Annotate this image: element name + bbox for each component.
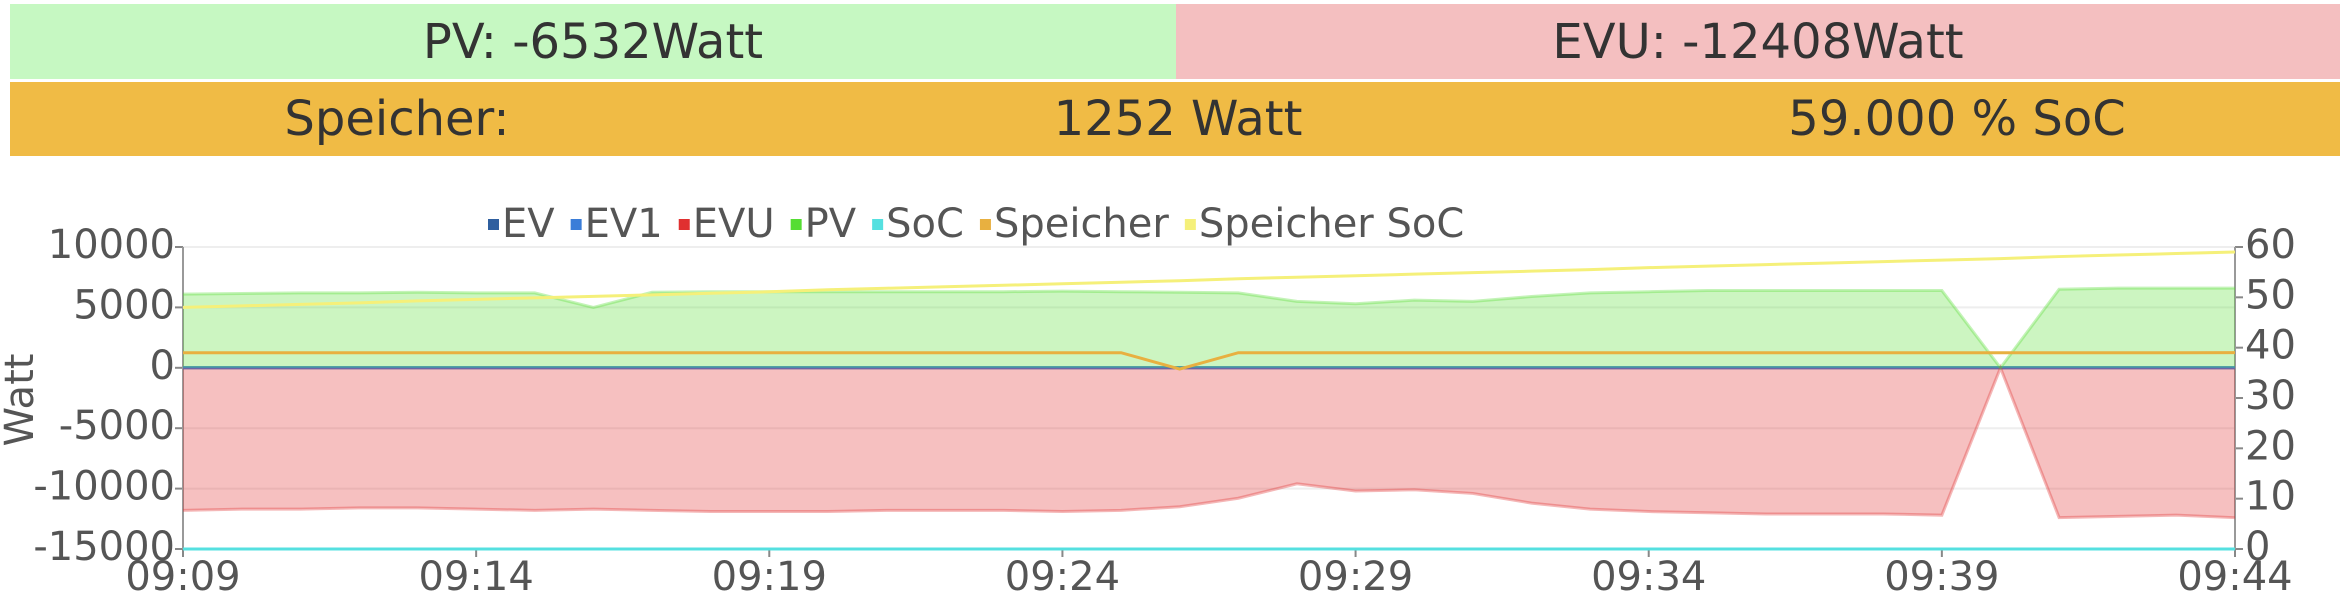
legend-label: Speicher SoC [1199,201,1464,247]
x-tick-label: 09:39 [1884,554,1999,600]
legend-label: EV1 [585,201,663,247]
series-line [183,351,2236,371]
legend-label: SoC [886,201,964,247]
legend-swatch [1184,219,1196,230]
y-tick-label: -10000 [33,464,175,510]
y2-tick-label: 0 [2245,524,2270,570]
series-line [182,250,2236,309]
legend-swatch [570,219,582,230]
y2-tick-label: 10 [2245,474,2296,520]
y2-tick-label: 20 [2245,423,2296,469]
legend-label: PV [805,201,857,247]
series-line [182,363,2236,520]
y-tick-label: -5000 [59,403,175,449]
area-fill [183,367,2235,518]
evu-text: EVU: -12408Watt [1552,13,1964,70]
storage-power: 1252 Watt [1053,91,1303,147]
y2-tick-label: 40 [2245,323,2296,369]
x-tick-label: 09:19 [712,554,827,600]
pv-box: PV: -6532Watt [10,4,1176,79]
x-tick-label: 09:14 [419,554,534,600]
y-tick-label: 0 [150,343,175,389]
legend-swatch [678,219,690,230]
x-tick-label: 09:44 [2177,554,2292,600]
storage-box: Speicher: 1252 Watt 59.000 % SoC [10,82,2340,156]
y2-tick-label: 50 [2245,272,2296,318]
legend-swatch [790,219,802,230]
y-tick-label: 5000 [73,282,175,328]
x-tick-label: 09:34 [1591,554,1706,600]
legend-label: EVU [693,201,775,247]
area-fill [183,288,2235,368]
legend-label: EV [502,201,555,247]
x-tick-label: 09:09 [125,554,240,600]
x-tick-label: 09:29 [1298,554,1413,600]
y-tick-label: -15000 [33,524,175,570]
legend-swatch [488,219,499,230]
y-tick-label: 10000 [48,222,175,268]
pv-text: PV: -6532Watt [422,13,764,70]
y2-tick-label: 30 [2245,373,2296,419]
series-line [182,286,2235,371]
storage-soc: 59.000 % SoC [1788,91,2126,147]
x-tick-label: 09:24 [1005,554,1120,600]
legend-label: Speicher [994,201,1169,247]
y2-tick-label: 60 [2245,222,2296,268]
storage-label: Speicher: [284,91,510,147]
legend-swatch [979,219,991,230]
evu-box: EVU: -12408Watt [1176,4,2340,79]
y-axis-label: Watt [0,354,43,447]
legend-swatch [872,219,884,230]
